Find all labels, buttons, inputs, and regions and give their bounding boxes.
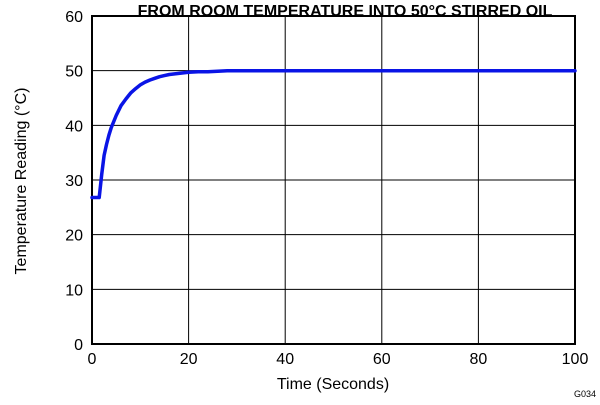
x-tick-label: 100 [562, 351, 589, 368]
figure-code: G034 [574, 389, 596, 399]
x-tick-label: 0 [88, 351, 97, 368]
x-tick-label: 40 [276, 351, 294, 368]
y-tick-label: 40 [65, 118, 83, 135]
y-tick-label: 30 [65, 173, 83, 190]
y-tick-label: 50 [65, 64, 83, 81]
y-tick-label: 20 [65, 228, 83, 245]
tick-labels: 0 20 40 60 80 100 0 10 20 30 40 50 60 [65, 9, 588, 368]
chart-title: FROM ROOM TEMPERATURE INTO 50°C STIRRED … [138, 3, 553, 20]
x-tick-label: 60 [373, 351, 391, 368]
x-axis-label: Time (Seconds) [277, 376, 389, 393]
x-tick-label: 20 [180, 351, 198, 368]
series-line [90, 68, 577, 200]
y-tick-label: 10 [65, 282, 83, 299]
y-axis-label: Temperature Reading (°C) [13, 88, 30, 275]
y-tick-label: 60 [65, 9, 83, 26]
y-tick-label: 0 [74, 337, 83, 354]
x-tick-label: 80 [470, 351, 488, 368]
plot-frame [91, 15, 576, 345]
grid [92, 16, 575, 344]
